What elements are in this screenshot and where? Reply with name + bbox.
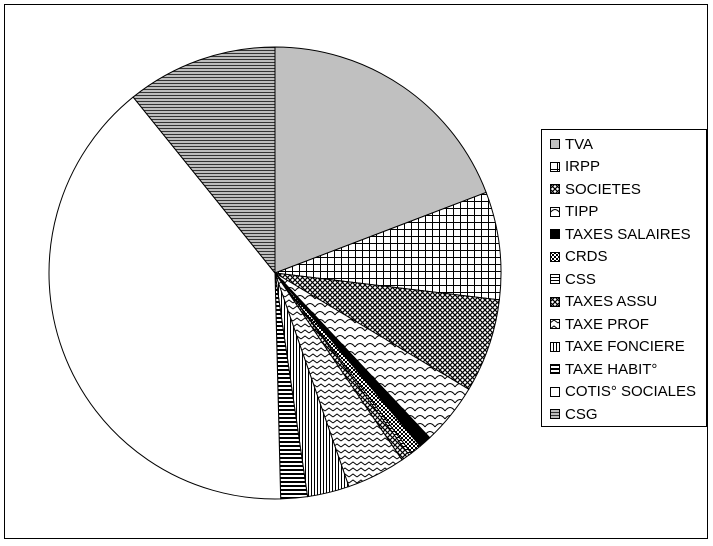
legend-item-tva: TVA bbox=[550, 133, 593, 155]
legend-item-cotis-sociales: COTIS° SOCIALES bbox=[550, 381, 696, 403]
legend-label: TVA bbox=[565, 135, 594, 153]
legend-swatch bbox=[550, 229, 560, 239]
pie-slice-csg bbox=[132, 46, 276, 275]
chart-frame: TVA IRPP SOCIETES TIPP TAXES SALAIRES CRDS CSS… bbox=[4, 4, 708, 539]
legend-item-taxe-fonciere: TAXE FONCIERE bbox=[550, 336, 685, 358]
legend-item-taxe-prof: TAXE PROF bbox=[550, 313, 649, 335]
pie-slice-cotis-sociales bbox=[48, 96, 282, 500]
legend-item-irpp: IRPP bbox=[550, 156, 600, 178]
legend-swatch bbox=[550, 251, 560, 262]
legend-swatch bbox=[550, 296, 560, 307]
legend-swatch bbox=[550, 341, 560, 352]
pie-slice-tva bbox=[274, 46, 487, 274]
legend-swatch bbox=[550, 274, 560, 284]
legend-label: CSG bbox=[565, 405, 598, 423]
legend-item-css: CSS bbox=[550, 268, 596, 290]
legend-label: TAXE HABIT° bbox=[565, 360, 658, 378]
legend-label: COTIS° SOCIALES bbox=[565, 383, 697, 400]
legend-label: TAXE FONCIERE bbox=[565, 338, 685, 355]
pie-chart bbox=[48, 46, 502, 500]
legend-label: CRDS bbox=[565, 248, 608, 265]
pie-slices bbox=[48, 46, 502, 500]
legend-item-taxes-assu: TAXES ASSU bbox=[550, 291, 657, 313]
legend-swatch bbox=[550, 386, 560, 397]
legend-swatch bbox=[550, 364, 560, 374]
legend-label: TAXES ASSU bbox=[565, 293, 658, 310]
legend-item-crds: CRDS bbox=[550, 246, 608, 268]
legend-label: SOCIETES bbox=[565, 180, 641, 198]
legend-label: TIPP bbox=[565, 203, 599, 220]
legend-label: TAXE PROF bbox=[565, 315, 649, 333]
pie-slice-irpp bbox=[274, 191, 502, 301]
legend-label: IRPP bbox=[565, 158, 601, 175]
legend-item-taxes-salaires: TAXES SALAIRES bbox=[550, 223, 691, 245]
legend-label: TAXES SALAIRES bbox=[565, 225, 691, 243]
legend-swatch bbox=[550, 206, 560, 217]
legend-swatch bbox=[550, 409, 560, 419]
legend-swatch bbox=[550, 319, 560, 329]
legend-swatch bbox=[550, 184, 560, 194]
legend: TVA IRPP SOCIETES TIPP TAXES SALAIRES CRDS CSS… bbox=[541, 129, 707, 427]
legend-item-csg: CSG bbox=[550, 403, 598, 425]
legend-label: CSS bbox=[565, 270, 596, 288]
legend-swatch bbox=[550, 161, 560, 172]
legend-item-taxe-habit: TAXE HABIT° bbox=[550, 358, 657, 380]
legend-item-tipp: TIPP bbox=[550, 201, 598, 223]
legend-item-societes: SOCIETES bbox=[550, 178, 641, 200]
legend-swatch bbox=[550, 139, 560, 149]
